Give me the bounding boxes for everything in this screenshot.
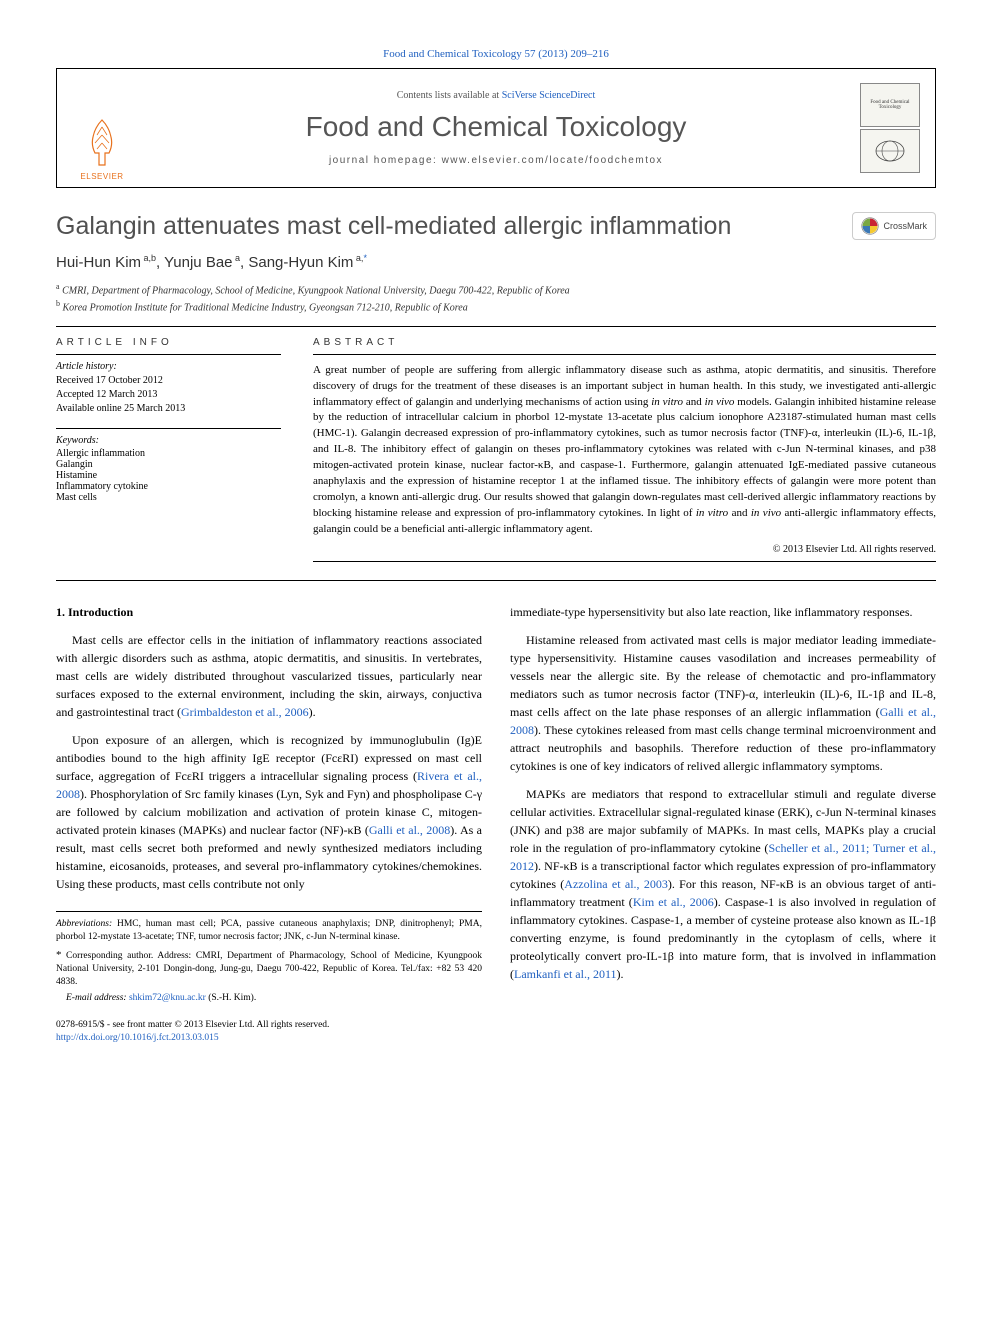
issn-line: 0278-6915/$ - see front matter © 2013 El…: [56, 1019, 936, 1032]
affiliation-b: Korea Promotion Institute for Traditiona…: [63, 303, 468, 314]
ref-link[interactable]: Azzolina et al., 2003: [564, 877, 668, 891]
body-paragraph: Mast cells are effector cells in the ini…: [56, 631, 482, 721]
divider-2: [56, 580, 936, 581]
abstract-copyright: © 2013 Elsevier Ltd. All rights reserved…: [313, 544, 936, 555]
ref-link[interactable]: Grimbaldeston et al., 2006: [181, 705, 309, 719]
paper-title: Galangin attenuates mast cell-mediated a…: [56, 212, 852, 241]
right-column: immediate-type hypersensitivity but also…: [510, 603, 936, 1005]
abbrev-label: Abbreviations:: [56, 919, 112, 929]
cover-thumb-bottom: [860, 129, 920, 173]
contents-prefix: Contents lists available at: [397, 90, 502, 101]
journal-ref-link[interactable]: Food and Chemical Toxicology 57 (2013) 2…: [56, 48, 936, 60]
ref-link[interactable]: Lamkanfi et al., 2011: [514, 967, 617, 981]
keyword: Inflammatory cytokine: [56, 481, 281, 492]
affiliation-a: CMRI, Department of Pharmacology, School…: [62, 285, 570, 296]
received-line: Received 17 October 2012: [56, 374, 281, 388]
doi-link[interactable]: http://dx.doi.org/10.1016/j.fct.2013.03.…: [56, 1033, 219, 1043]
online-line: Available online 25 March 2013: [56, 402, 281, 416]
keywords-list: Allergic inflammation Galangin Histamine…: [56, 448, 281, 503]
ref-link[interactable]: Galli et al., 2008: [369, 823, 450, 837]
body-paragraph: Upon exposure of an allergen, which is r…: [56, 731, 482, 893]
journal-cover-thumbs: Food and Chemical Toxicology: [845, 69, 935, 187]
body-columns: 1. Introduction Mast cells are effector …: [56, 603, 936, 1005]
keyword: Mast cells: [56, 492, 281, 503]
corr-author-link[interactable]: *: [363, 254, 367, 271]
crossmark-badge[interactable]: CrossMark: [852, 212, 936, 240]
accepted-line: Accepted 12 March 2013: [56, 388, 281, 402]
body-paragraph: immediate-type hypersensitivity but also…: [510, 603, 936, 621]
journal-name: Food and Chemical Toxicology: [147, 111, 845, 143]
article-info-column: ARTICLE INFO Article history: Received 1…: [56, 337, 281, 562]
crossmark-label: CrossMark: [883, 221, 927, 231]
affiliations: a CMRI, Department of Pharmacology, Scho…: [56, 281, 936, 316]
keyword: Histamine: [56, 470, 281, 481]
body-paragraph: Histamine released from activated mast c…: [510, 631, 936, 775]
ref-link[interactable]: Kim et al., 2006: [633, 895, 714, 909]
footnotes: Abbreviations: HMC, human mast cell; PCA…: [56, 911, 482, 1005]
abstract-text: A great number of people are suffering f…: [313, 354, 936, 538]
cover-thumb-top: Food and Chemical Toxicology: [860, 83, 920, 127]
contents-line: Contents lists available at SciVerse Sci…: [147, 90, 845, 101]
abstract-column: ABSTRACT A great number of people are su…: [313, 337, 936, 562]
body-paragraph: MAPKs are mediators that respond to extr…: [510, 785, 936, 983]
bottom-meta: 0278-6915/$ - see front matter © 2013 El…: [56, 1019, 936, 1046]
keywords-label: Keywords:: [56, 435, 281, 446]
elsevier-logo[interactable]: ELSEVIER: [57, 69, 147, 187]
keyword: Allergic inflammation: [56, 448, 281, 459]
email-suffix: (S.-H. Kim).: [206, 993, 256, 1003]
abstract-divider: [313, 561, 936, 562]
journal-homepage[interactable]: journal homepage: www.elsevier.com/locat…: [147, 155, 845, 166]
crossmark-icon: [861, 217, 879, 235]
keyword: Galangin: [56, 459, 281, 470]
history-label: Article history:: [56, 361, 281, 372]
abstract-heading: ABSTRACT: [313, 337, 936, 348]
left-column: 1. Introduction Mast cells are effector …: [56, 603, 482, 1005]
email-link[interactable]: shkim72@knu.ac.kr: [129, 993, 206, 1003]
header-box: ELSEVIER Contents lists available at Sci…: [56, 68, 936, 188]
email-label: E-mail address:: [66, 993, 129, 1003]
sciencedirect-link[interactable]: SciVerse ScienceDirect: [502, 90, 596, 101]
elsevier-label: ELSEVIER: [80, 172, 123, 181]
corr-author-text: Corresponding author. Address: CMRI, Dep…: [56, 951, 482, 988]
abbrev-text: HMC, human mast cell; PCA, passive cutan…: [56, 919, 482, 942]
authors: Hui-Hun Kim a,b, Yunju Bae a, Sang-Hyun …: [56, 253, 936, 271]
divider: [56, 326, 936, 327]
elsevier-tree-icon: [77, 115, 127, 170]
article-info-heading: ARTICLE INFO: [56, 337, 281, 348]
corr-star-icon: *: [56, 948, 66, 963]
section-1-heading: 1. Introduction: [56, 603, 482, 621]
